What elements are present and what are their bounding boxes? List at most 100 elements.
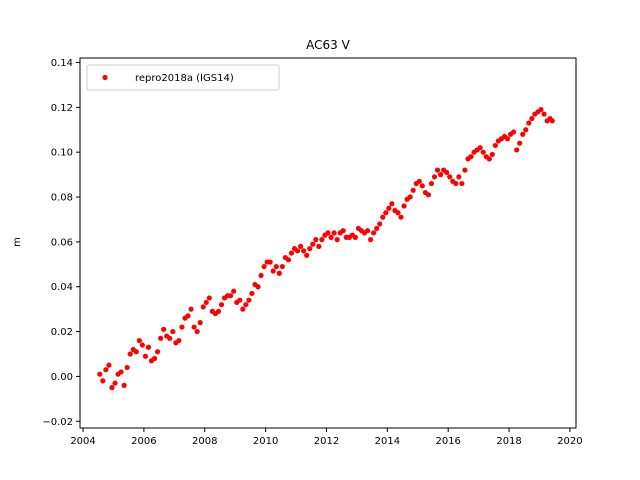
data-point (276, 270, 282, 276)
plot-area-frame (79, 57, 577, 429)
data-point (486, 156, 492, 162)
data-point (437, 172, 444, 178)
data-point (386, 205, 392, 211)
data-point (447, 174, 453, 180)
data-point (444, 169, 450, 175)
data-point (240, 306, 246, 312)
x-tick-label: 2006 (131, 436, 156, 447)
x-tick-label: 2020 (557, 436, 582, 447)
data-point (434, 167, 441, 173)
y-tick-label: 0.08 (51, 193, 73, 204)
data-point (191, 324, 197, 330)
data-point (389, 201, 395, 207)
data-point (179, 324, 185, 330)
x-tick-label: 2008 (192, 436, 217, 447)
data-point (270, 268, 276, 274)
data-point (407, 194, 413, 200)
data-point (118, 369, 124, 375)
data-point (158, 335, 164, 341)
x-tick-label: 2018 (496, 436, 521, 447)
data-point (541, 111, 547, 117)
data-point (428, 180, 435, 187)
x-tick-label: 2016 (435, 436, 460, 447)
data-point (468, 154, 474, 160)
data-point (511, 129, 517, 135)
data-point (121, 382, 127, 388)
data-point (294, 248, 301, 254)
y-tick-label: 0.12 (51, 103, 73, 114)
data-point (504, 136, 511, 142)
data-point (154, 349, 161, 355)
data-point (188, 306, 194, 312)
data-point (112, 380, 118, 386)
data-point (340, 228, 346, 234)
data-point (203, 299, 209, 306)
data-point (279, 263, 285, 270)
data-point (246, 297, 252, 303)
data-point (456, 174, 462, 180)
data-point (331, 230, 337, 236)
data-point (185, 313, 191, 319)
data-point (161, 326, 167, 332)
data-point (255, 284, 261, 290)
x-tick-label: 2004 (70, 436, 95, 447)
data-point (142, 353, 149, 359)
legend: repro2018a (IGS14) (86, 64, 280, 91)
data-point (523, 127, 529, 133)
data-point (103, 367, 109, 373)
data-point (419, 183, 425, 189)
data-point (231, 288, 237, 294)
data-point (136, 337, 142, 344)
data-point (218, 302, 225, 308)
data-point (398, 214, 404, 220)
data-point (395, 210, 401, 216)
data-point (167, 335, 173, 341)
data-point (249, 290, 255, 297)
data-point (267, 259, 273, 265)
data-point (139, 342, 145, 348)
x-tick-label: 2012 (314, 436, 339, 447)
data-point (319, 237, 325, 243)
data-point (401, 203, 407, 209)
y-tick-label: 0.04 (51, 282, 73, 293)
y-tick-label: −0.02 (42, 417, 73, 428)
data-point (431, 174, 438, 180)
data-point (364, 228, 371, 234)
data-point (307, 246, 313, 252)
data-point (352, 234, 358, 240)
y-tick-label: 0.00 (51, 372, 73, 383)
data-point (298, 243, 304, 249)
data-point (459, 180, 465, 187)
data-point (228, 293, 234, 299)
data-point (368, 237, 374, 243)
data-point (380, 214, 386, 220)
data-point (194, 328, 200, 335)
data-point (243, 302, 249, 308)
data-point (285, 257, 292, 263)
data-point (334, 237, 340, 243)
data-point (124, 364, 130, 371)
data-point (416, 178, 422, 184)
data-point (371, 230, 377, 236)
data-point (301, 248, 307, 254)
legend-marker (102, 74, 108, 81)
data-point (517, 140, 523, 146)
data-point (328, 234, 334, 240)
data-point (316, 243, 322, 249)
data-point (462, 167, 468, 173)
data-point (313, 237, 319, 243)
data-point (151, 355, 158, 362)
data-point (374, 225, 380, 232)
data-point (549, 118, 555, 124)
data-points (97, 106, 555, 391)
data-point (325, 230, 331, 236)
data-point (425, 192, 432, 198)
data-point (489, 151, 495, 158)
data-point (514, 147, 520, 153)
x-tick-label: 2014 (375, 436, 400, 447)
data-point (477, 145, 483, 151)
data-point (100, 378, 106, 384)
data-point (97, 371, 103, 377)
data-point (377, 221, 383, 227)
